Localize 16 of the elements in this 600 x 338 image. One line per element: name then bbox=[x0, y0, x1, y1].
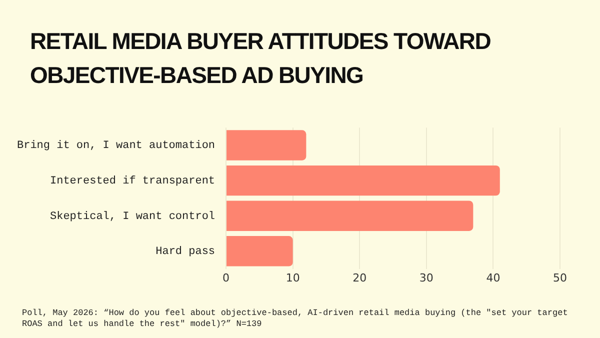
bar bbox=[226, 236, 293, 266]
y-tick-label: Interested if transparent bbox=[50, 175, 216, 188]
bar bbox=[226, 130, 306, 160]
x-tick-label: 30 bbox=[419, 271, 434, 284]
text: Poll, May 2026: “How do you feel about objective-based, AI-driven retail media buying (the "set your target ROAS and let us handle the rest" model)?” N=139 bbox=[22, 308, 569, 330]
x-tick-label: 20 bbox=[352, 271, 367, 284]
x-tick-label: 40 bbox=[486, 271, 500, 284]
bar bbox=[226, 200, 474, 231]
bar bbox=[226, 165, 500, 196]
x-tick-label: 10 bbox=[286, 271, 300, 284]
x-tick-label: 50 bbox=[553, 271, 567, 284]
y-tick-label: Skeptical, I want control bbox=[50, 210, 216, 223]
y-tick-label: Hard pass bbox=[156, 246, 216, 258]
x-tick-label: 0 bbox=[222, 271, 230, 284]
y-tick-label: Bring it on, I want automation bbox=[16, 140, 216, 152]
chart-title: RETAIL MEDIA BUYER ATTITUDES TOWARD OBJECTIVE-BASED AD BUYING bbox=[30, 27, 492, 90]
